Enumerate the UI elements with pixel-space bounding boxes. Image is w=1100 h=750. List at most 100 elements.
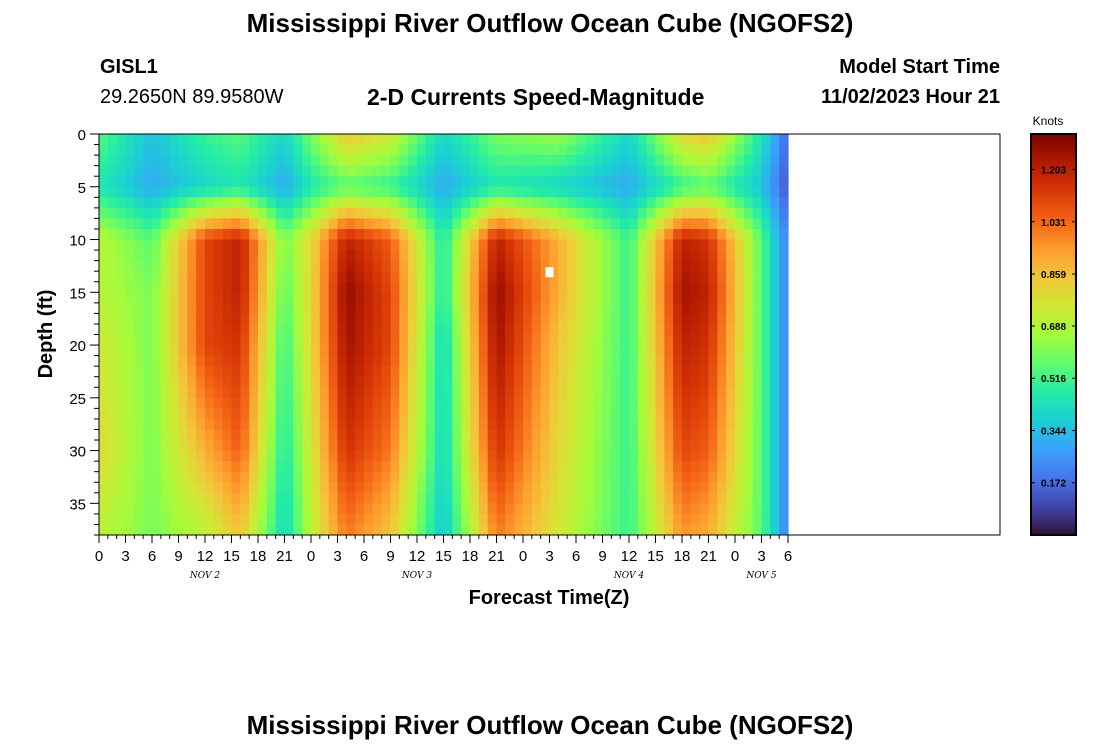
heatmap-cell	[567, 218, 577, 230]
heatmap-cell	[558, 250, 568, 262]
heatmap-cell	[743, 144, 754, 156]
heatmap-cell	[443, 218, 453, 230]
heatmap-cell	[735, 482, 745, 494]
heatmap-cell	[134, 408, 144, 420]
heatmap-cell	[761, 144, 771, 156]
heatmap-cell	[143, 471, 153, 483]
heatmap-cell	[205, 450, 215, 462]
heatmap-cell	[655, 471, 665, 483]
heatmap-cell	[187, 450, 197, 462]
heatmap-cell	[637, 334, 648, 346]
heatmap-cell	[213, 387, 224, 399]
heatmap-cell	[770, 429, 780, 441]
heatmap-cell	[311, 281, 321, 293]
heatmap-cell	[646, 513, 657, 526]
x-tick-label: 6	[148, 548, 156, 565]
heatmap-cell	[620, 313, 630, 325]
heatmap-cell	[231, 366, 241, 378]
heatmap-cell	[452, 228, 462, 241]
heatmap-cell	[478, 218, 489, 230]
heatmap-cell	[531, 186, 542, 198]
heatmap-cell	[116, 440, 127, 452]
heatmap-cell	[417, 271, 427, 283]
heatmap-cell	[381, 355, 392, 367]
heatmap-cell	[620, 524, 630, 535]
colorbar-segment	[1031, 397, 1076, 402]
heatmap-cell	[514, 461, 524, 473]
heatmap-cell	[381, 134, 392, 146]
heatmap-cell	[646, 492, 657, 504]
heatmap-cell	[107, 313, 118, 325]
heatmap-cell	[143, 281, 153, 293]
heatmap-cell	[319, 155, 330, 167]
heatmap-cell	[779, 313, 789, 325]
heatmap-cell	[752, 450, 763, 462]
heatmap-cell	[116, 345, 127, 357]
heatmap-cell	[408, 345, 418, 357]
heatmap-cell	[381, 503, 392, 515]
heatmap-cell	[690, 144, 701, 156]
heatmap-cell	[593, 313, 604, 325]
heatmap-cell	[399, 207, 409, 220]
heatmap-cell	[761, 155, 771, 167]
heatmap-cell	[266, 144, 277, 156]
heatmap-cell	[328, 228, 339, 241]
heatmap-cell	[443, 197, 453, 209]
heatmap-cell	[408, 250, 418, 262]
heatmap-cell	[293, 418, 303, 431]
heatmap-cell	[496, 165, 506, 177]
heatmap-cell	[355, 366, 365, 378]
heatmap-cell	[567, 387, 577, 399]
heatmap-cell	[717, 134, 727, 146]
heatmap-cell	[629, 186, 639, 198]
heatmap-cell	[222, 271, 233, 283]
heatmap-cell	[699, 492, 710, 504]
heatmap-cell	[452, 345, 462, 357]
heatmap-cell	[620, 482, 630, 494]
heatmap-cell	[531, 366, 542, 378]
heatmap-cell	[107, 418, 118, 431]
heatmap-cell	[682, 492, 692, 504]
heatmap-cell	[213, 323, 224, 336]
heatmap-cell	[452, 144, 462, 156]
heatmap-cell	[337, 397, 347, 409]
heatmap-cell	[311, 513, 321, 526]
x-tick-label: 15	[435, 548, 452, 565]
heatmap-cell	[311, 165, 321, 177]
heatmap-cell	[452, 418, 462, 431]
heatmap-cell	[682, 271, 692, 283]
heatmap-cell	[231, 376, 241, 388]
heatmap-cell	[355, 345, 365, 357]
heatmap-cell	[770, 176, 780, 188]
heatmap-cell	[779, 271, 789, 283]
heatmap-cell	[699, 440, 710, 452]
heatmap-cell	[487, 397, 498, 409]
heatmap-cell	[328, 355, 339, 367]
heatmap-cell	[231, 503, 241, 515]
heatmap-cell	[646, 471, 657, 483]
heatmap-cell	[699, 461, 710, 473]
heatmap-cell	[699, 250, 710, 262]
heatmap-cell	[169, 302, 180, 314]
heatmap-cell	[549, 492, 559, 504]
heatmap-cell	[328, 450, 339, 462]
heatmap-cell	[637, 197, 648, 209]
heatmap-cell	[152, 260, 162, 272]
heatmap-cell	[249, 355, 259, 367]
heatmap-cell	[743, 461, 754, 473]
heatmap-cell	[408, 323, 418, 336]
heatmap-cell	[549, 271, 559, 283]
heatmap-cell	[470, 345, 480, 357]
heatmap-cell	[399, 345, 409, 357]
x-tick-label: 15	[223, 548, 240, 565]
heatmap-cell	[116, 355, 127, 367]
heatmap-cell	[196, 450, 206, 462]
heatmap-cell	[549, 461, 559, 473]
colorbar-segment	[1031, 224, 1076, 229]
heatmap-cell	[240, 408, 250, 420]
heatmap-cell	[470, 207, 480, 220]
heatmap-cell	[629, 207, 639, 220]
heatmap-cell	[99, 418, 109, 431]
heatmap-cell	[222, 292, 233, 304]
heatmap-cell	[390, 366, 400, 378]
